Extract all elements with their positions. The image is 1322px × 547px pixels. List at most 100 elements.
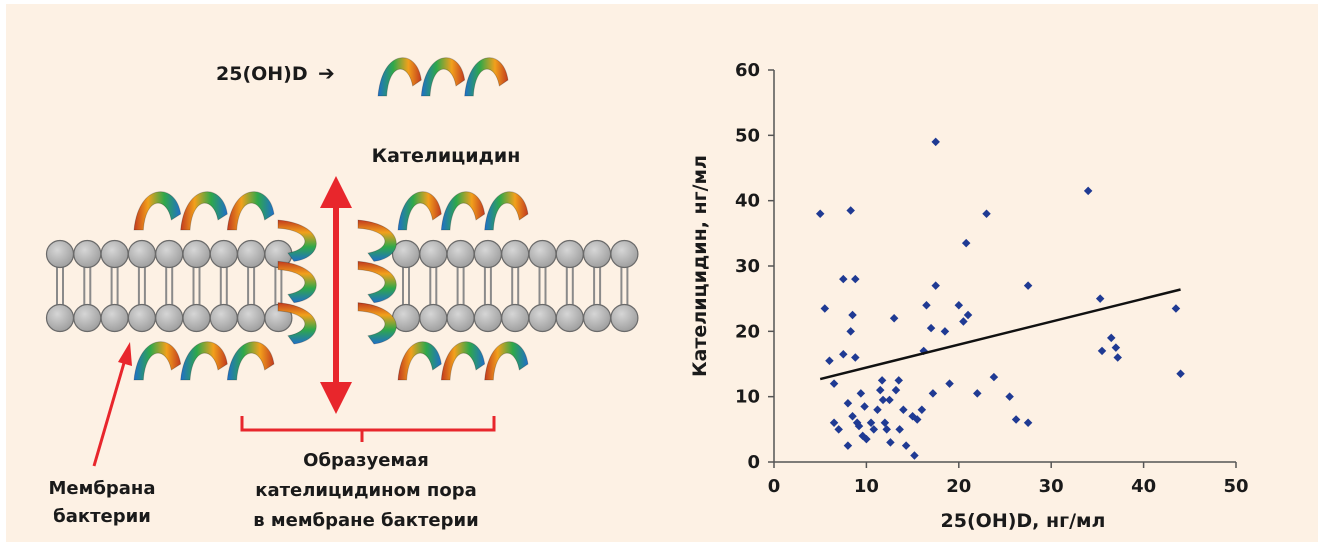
data-point — [926, 323, 936, 333]
data-point — [856, 389, 866, 398]
helix-turn — [440, 191, 486, 231]
data-point — [1011, 415, 1021, 424]
data-point — [878, 395, 888, 405]
x-tick-label: 50 — [1223, 476, 1248, 497]
helix-turn — [180, 191, 228, 231]
data-point — [1097, 346, 1107, 356]
helix-top-right-icon — [397, 191, 529, 231]
data-point — [877, 376, 887, 385]
lipid-head — [209, 239, 238, 269]
data-point — [834, 425, 843, 434]
data-point — [1176, 369, 1185, 379]
lipid-head — [610, 239, 639, 269]
lipid-head — [582, 239, 612, 269]
helix-turn — [440, 341, 486, 381]
y-axis-ticks: 0 10 20 30 40 50 60 — [735, 60, 774, 473]
helix-turn — [357, 219, 397, 262]
helix-turn — [357, 260, 397, 304]
helix-turn — [484, 341, 529, 381]
data-point — [848, 412, 857, 421]
y-tick-label: 10 — [735, 387, 760, 408]
y-tick-label: 60 — [735, 60, 760, 81]
data-point — [891, 385, 901, 395]
data-point — [910, 451, 919, 460]
y-tick-label: 40 — [735, 191, 760, 212]
data-point — [873, 405, 882, 414]
lipid-head — [419, 303, 448, 333]
pore-bracket — [240, 416, 496, 442]
lipid-head — [155, 303, 184, 333]
lipid-head — [528, 303, 557, 333]
pore-diagram: 25(OH)D ➔ Кателицидин — [45, 57, 639, 531]
data-point — [912, 415, 922, 424]
helix-turn — [397, 341, 442, 381]
helix-turn — [226, 191, 275, 231]
cathelicidin-helix-icon — [377, 57, 509, 97]
y-tick-label: 20 — [735, 321, 760, 342]
data-point — [1095, 294, 1105, 303]
helix-turn — [420, 57, 466, 97]
data-point — [899, 405, 908, 414]
helix-turn — [133, 191, 182, 231]
helix-vertical-left-icon — [277, 219, 317, 345]
membrane-label-line2: бактерии — [53, 506, 151, 527]
data-point — [989, 372, 999, 382]
data-point — [869, 425, 879, 434]
data-point — [825, 356, 834, 365]
data-point — [1023, 281, 1033, 290]
data-point — [876, 385, 885, 395]
input-label: 25(OH)D — [216, 63, 308, 85]
pore-label-line1: Образуемая — [303, 450, 429, 471]
figure-panel: 25(OH)D ➔ Кателицидин — [6, 4, 1318, 542]
data-point — [1107, 333, 1116, 343]
data-point — [973, 389, 982, 398]
helix-turn — [180, 341, 228, 381]
data-point — [854, 421, 864, 431]
data-point — [931, 281, 940, 290]
pore-label-line2: кателицидином пора — [255, 480, 477, 501]
y-tick-label: 0 — [747, 452, 760, 473]
lipid-head — [73, 239, 102, 269]
lipid-head — [528, 239, 557, 269]
helix-turn — [464, 57, 509, 97]
lipid-head — [237, 303, 266, 333]
data-point — [917, 405, 927, 414]
helix-turn — [277, 302, 317, 345]
x-tick-label: 0 — [768, 476, 781, 497]
data-point — [901, 441, 911, 450]
data-point — [1083, 186, 1093, 196]
data-point — [839, 349, 848, 359]
data-point — [1023, 418, 1033, 428]
y-tick-label: 50 — [735, 125, 760, 146]
data-point — [829, 418, 839, 428]
lipid-head — [446, 303, 475, 333]
lipid-head — [237, 239, 266, 269]
trend-line — [819, 288, 1181, 381]
data-point — [851, 274, 860, 284]
helix-turn — [397, 191, 442, 231]
x-tick-label: 20 — [946, 476, 971, 497]
y-axis-label: Кателицидин, нг/мл — [689, 155, 711, 377]
lipid-head — [209, 303, 238, 333]
lipid-head — [100, 239, 129, 269]
x-tick-label: 40 — [1131, 476, 1156, 497]
data-point — [866, 418, 876, 428]
lipid-head — [73, 303, 102, 333]
y-tick-label: 30 — [735, 256, 760, 277]
lipid-head — [419, 239, 448, 269]
lipid-head — [473, 303, 502, 333]
figure-canvas: 25(OH)D ➔ Кателицидин — [45, 57, 1249, 532]
data-point — [1005, 392, 1014, 401]
pore-double-arrow-icon — [320, 176, 352, 414]
data-point — [815, 209, 825, 218]
data-point — [882, 425, 891, 434]
data-point — [880, 418, 890, 428]
data-point — [961, 238, 971, 248]
lipid-head — [501, 303, 530, 333]
lipid-head — [100, 303, 129, 333]
data-point — [886, 438, 895, 447]
helix-turn — [357, 302, 397, 345]
lipid-head — [473, 239, 502, 269]
bacterial-membrane-right — [391, 239, 639, 333]
data-point — [846, 206, 855, 215]
